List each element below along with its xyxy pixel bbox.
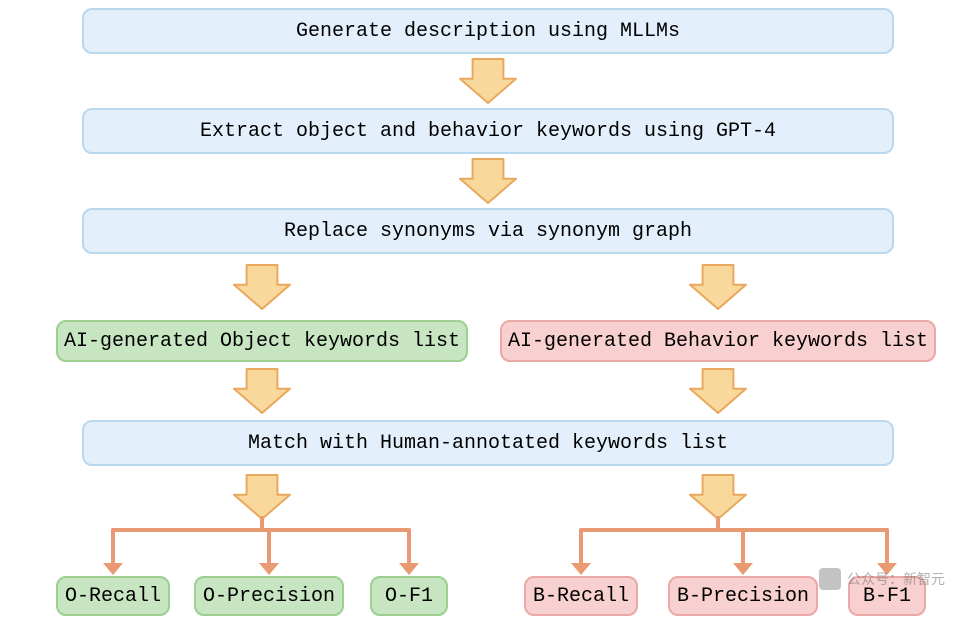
flow-arrow-1: [460, 159, 516, 203]
label: Extract object and behavior keywords usi…: [200, 120, 776, 143]
metric-b-recall: B-Recall: [524, 576, 638, 616]
label: AI-generated Object keywords list: [64, 330, 460, 353]
label: Replace synonyms via synonym graph: [284, 220, 692, 243]
flow-arrow-3: [690, 265, 746, 309]
label: O-F1: [385, 585, 433, 608]
label: B-Recall: [533, 585, 629, 608]
label: O-Precision: [203, 585, 335, 608]
metric-o-recall: O-Recall: [56, 576, 170, 616]
step-replace-synonyms: Replace synonyms via synonym graph: [82, 208, 894, 254]
step-match-human: Match with Human-annotated keywords list: [82, 420, 894, 466]
flow-arrow-7: [690, 475, 746, 519]
label: Match with Human-annotated keywords list: [248, 432, 728, 455]
wechat-icon: [819, 568, 841, 590]
flow-arrow-2: [234, 265, 290, 309]
label: B-Precision: [677, 585, 809, 608]
ai-object-keywords: AI-generated Object keywords list: [56, 320, 468, 362]
watermark: 公众号：新智元: [819, 568, 945, 590]
watermark-text: 公众号：新智元: [847, 569, 945, 589]
metric-b-precision: B-Precision: [668, 576, 818, 616]
flow-arrow-0: [460, 59, 516, 103]
metric-o-f1: O-F1: [370, 576, 448, 616]
flow-arrow-6: [234, 475, 290, 519]
step-generate-description: Generate description using MLLMs: [82, 8, 894, 54]
step-extract-keywords: Extract object and behavior keywords usi…: [82, 108, 894, 154]
split-connector-0: [101, 518, 421, 576]
ai-behavior-keywords: AI-generated Behavior keywords list: [500, 320, 936, 362]
flow-arrow-5: [690, 369, 746, 413]
label: AI-generated Behavior keywords list: [508, 330, 928, 353]
metric-o-precision: O-Precision: [194, 576, 344, 616]
flow-arrow-4: [234, 369, 290, 413]
label: Generate description using MLLMs: [296, 20, 680, 43]
label: O-Recall: [65, 585, 161, 608]
